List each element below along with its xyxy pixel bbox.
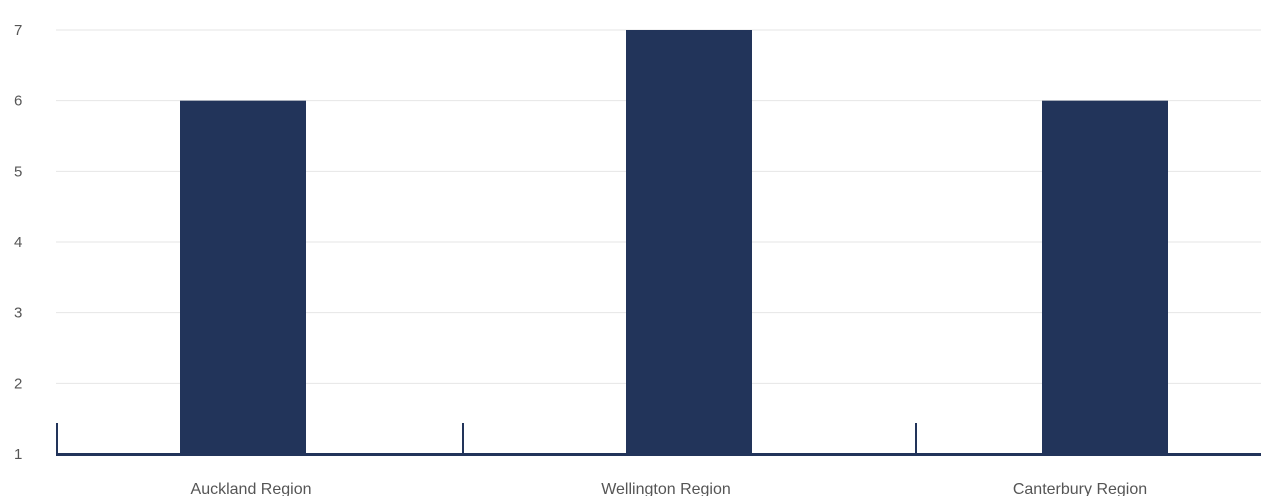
y-tick-label: 5: [14, 163, 22, 180]
y-axis-ticks: 1 2 3 4 5 6 7: [14, 22, 22, 463]
x-axis-labels: Auckland Region Wellington Region Canterbu…: [191, 481, 1148, 496]
bars: [180, 30, 1168, 455]
y-tick-label: 6: [14, 93, 22, 110]
y-tick-label: 2: [14, 375, 22, 392]
bar: [626, 30, 752, 454]
y-tick-label: 4: [14, 234, 22, 251]
y-tick-label: 7: [14, 22, 22, 39]
x-tick-label: Auckland Region: [191, 481, 312, 496]
y-tick-label: 1: [14, 446, 22, 463]
y-tick-label: 3: [14, 305, 22, 322]
x-tick-label: Canterbury Region: [1013, 481, 1147, 496]
bar: [180, 100, 306, 455]
x-axis: [56, 423, 1261, 456]
x-tick-label: Wellington Region: [601, 481, 731, 496]
bar: [1042, 100, 1168, 455]
